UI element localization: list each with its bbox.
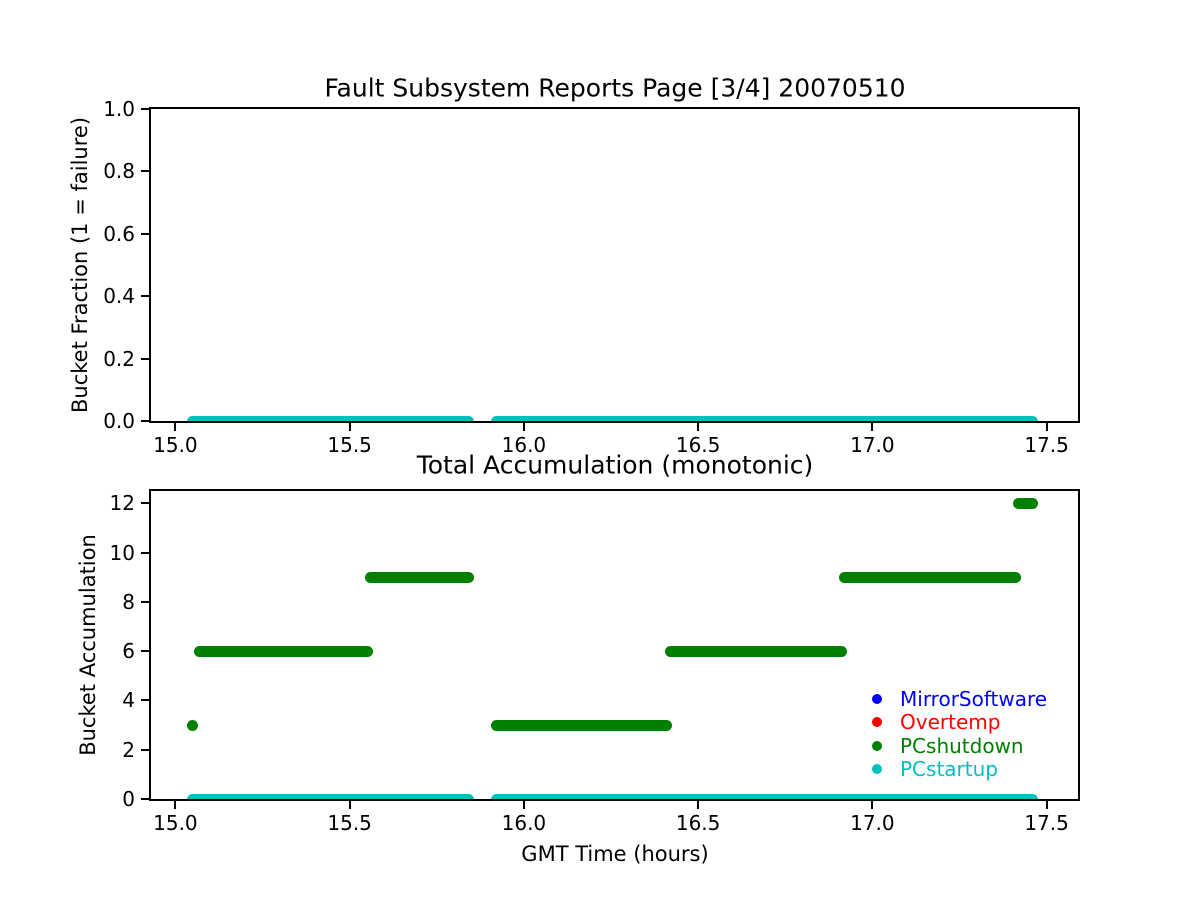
x-tick (522, 423, 525, 431)
y-tick-label: 4 (122, 688, 135, 713)
x-tick-label: 16.0 (501, 811, 547, 835)
y-tick (141, 357, 149, 360)
legend: MirrorSoftware Overtemp PCshutdown PCstartu… (866, 687, 1047, 781)
PCshutdown-series-segment (664, 645, 847, 657)
y-tick-label: 0 (122, 787, 135, 811)
y-tick-label: 2 (122, 737, 135, 762)
legend-row: MirrorSoftware (866, 687, 1047, 711)
x-tick-label: 17.0 (850, 811, 895, 835)
legend-marker-dot-icon (872, 717, 882, 728)
PCstartup-series-segment (490, 415, 1039, 421)
y-tick-label: 0.6 (103, 221, 135, 246)
x-tick (1045, 423, 1048, 431)
y-tick-label: 0.0 (103, 409, 135, 433)
x-tick (871, 801, 874, 809)
legend-label: PCshutdown (900, 733, 1024, 758)
y-tick (141, 232, 149, 235)
x-tick-label: 15.5 (327, 433, 372, 457)
top-chart-ylabel: Bucket Fraction (1 = failure) (68, 116, 92, 414)
PCshutdown-series-segment (1013, 497, 1039, 509)
PCstartup-series-segment (490, 793, 1039, 799)
bottom-chart-title: Total Accumulation (monotonic) (416, 450, 814, 480)
PCshutdown-series-segment (194, 645, 373, 657)
y-tick-label: 1.0 (103, 97, 135, 121)
x-tick-label: 16.5 (675, 433, 721, 457)
y-tick (141, 502, 149, 505)
legend-marker-dot-icon (872, 764, 882, 775)
x-tick-label: 15.0 (153, 811, 198, 835)
y-tick (141, 108, 149, 110)
y-tick (141, 295, 149, 298)
PCstartup-series-segment (187, 415, 474, 421)
legend-row: PCshutdown (866, 734, 1047, 758)
y-tick-label: 10 (109, 540, 135, 565)
y-tick (141, 650, 149, 653)
x-tick-label: 15.5 (327, 811, 372, 835)
x-tick-label: 15.0 (153, 433, 198, 457)
legend-marker-dot-icon (872, 740, 882, 751)
y-tick-label: 0.2 (103, 346, 135, 371)
x-tick-label: 16.0 (501, 433, 547, 457)
y-tick (141, 798, 149, 800)
y-tick (141, 699, 149, 702)
x-tick (522, 801, 525, 809)
y-tick (141, 551, 149, 554)
x-tick-label: 16.5 (675, 811, 721, 835)
legend-label: MirrorSoftware (900, 686, 1048, 711)
bottom-chart-xlabel: GMT Time (hours) (521, 842, 709, 866)
y-tick (141, 420, 149, 422)
bottom-chart-ylabel: Bucket Accumulation (76, 534, 100, 756)
x-tick-label: 17.5 (1024, 433, 1069, 457)
x-tick-label: 17.0 (850, 433, 895, 457)
legend-label: Overtemp (900, 710, 1001, 735)
x-tick (697, 801, 700, 809)
legend-marker-dot-icon (872, 693, 882, 704)
y-tick (141, 170, 149, 173)
top-chart-title: Fault Subsystem Reports Page [3/4] 20070… (324, 73, 906, 103)
legend-row: PCstartup (866, 757, 1047, 782)
y-tick-label: 6 (122, 639, 135, 664)
y-tick (141, 748, 149, 751)
top-chart-plot-area (149, 107, 1080, 423)
x-tick (1045, 801, 1048, 809)
y-tick-label: 0.4 (103, 284, 135, 309)
y-tick (141, 600, 149, 603)
PCshutdown-series-segment (839, 571, 1021, 583)
PCstartup-series-segment (187, 793, 474, 799)
legend-row: Overtemp (866, 710, 1047, 735)
legend-label: PCstartup (900, 757, 998, 782)
x-tick (174, 423, 177, 431)
x-tick-label: 17.5 (1024, 811, 1069, 835)
y-tick-label: 0.8 (103, 159, 135, 184)
y-tick-label: 8 (122, 589, 135, 614)
PCshutdown-series-point (187, 719, 199, 731)
x-tick (348, 801, 351, 809)
x-tick (697, 423, 700, 431)
y-tick-label: 12 (109, 491, 135, 516)
PCshutdown-series-segment (365, 571, 474, 583)
PCshutdown-series-segment (490, 719, 673, 731)
x-tick (174, 801, 177, 809)
x-tick (871, 423, 874, 431)
x-tick (348, 423, 351, 431)
bottom-chart-plot-area (149, 489, 1080, 801)
